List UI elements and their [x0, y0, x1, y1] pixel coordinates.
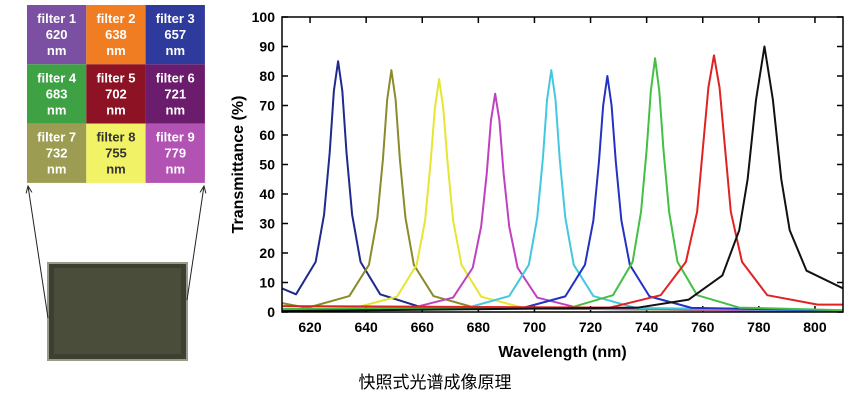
y-tick-label: 70 — [259, 98, 275, 114]
filter-name: filter 4 — [37, 70, 77, 85]
filter-unit: nm — [166, 43, 186, 58]
filter-unit: nm — [106, 162, 126, 177]
filter-unit: nm — [106, 102, 126, 117]
x-tick-label: 720 — [579, 319, 603, 335]
y-tick-label: 40 — [259, 186, 275, 202]
filter-cell — [86, 123, 146, 183]
filter-cell — [145, 123, 205, 183]
series-line — [282, 77, 843, 312]
y-tick-label: 30 — [259, 216, 275, 232]
filter-unit: nm — [166, 162, 186, 177]
filter-unit: nm — [47, 43, 67, 58]
x-tick-label: 700 — [523, 319, 547, 335]
filter-cell — [27, 123, 87, 183]
filter-name: filter 8 — [96, 130, 135, 145]
filter-name: filter 5 — [96, 70, 135, 85]
filter-name: filter 6 — [156, 70, 195, 85]
filter-wavelength: 732 — [46, 146, 68, 161]
y-tick-label: 0 — [267, 304, 275, 320]
filter-cell — [27, 64, 87, 124]
x-tick-label: 680 — [467, 319, 491, 335]
filter-wavelength: 755 — [105, 146, 127, 161]
arrow — [186, 186, 204, 301]
x-tick-label: 640 — [354, 319, 378, 335]
filter-name: filter 9 — [156, 130, 195, 145]
filter-wavelength: 638 — [105, 27, 127, 42]
sensor-surface — [54, 268, 181, 354]
x-tick-label: 740 — [635, 319, 659, 335]
y-axis-label: Transmittance (%) — [230, 96, 247, 234]
y-tick-label: 50 — [259, 157, 275, 173]
filter-wavelength: 683 — [46, 86, 68, 101]
series-line — [282, 69, 843, 312]
filter-unit: nm — [47, 102, 67, 117]
series-line — [282, 54, 843, 309]
x-tick-label: 780 — [747, 319, 771, 335]
x-axis-label: Wavelength (nm) — [498, 344, 626, 361]
arrow — [28, 186, 49, 319]
filter-unit: nm — [166, 102, 186, 117]
series-line — [282, 57, 843, 312]
filter-cell — [145, 5, 205, 65]
x-tick-label: 620 — [298, 319, 322, 335]
series-line — [282, 92, 843, 312]
caption: 快照式光谱成像原理 — [359, 373, 512, 393]
plot-frame — [281, 16, 844, 313]
filter-wavelength: 657 — [164, 27, 186, 42]
filter-name: filter 3 — [156, 11, 195, 26]
filter-wavelength: 721 — [164, 86, 186, 101]
filter-cell — [145, 64, 205, 124]
y-tick-label: 60 — [259, 127, 275, 143]
series-group — [282, 45, 843, 312]
filter-name: filter 2 — [96, 11, 135, 26]
filter-unit: nm — [106, 43, 126, 58]
filter-cell — [86, 64, 146, 124]
filter-wavelength: 702 — [105, 86, 127, 101]
x-tick-label: 760 — [691, 319, 715, 335]
filter-wavelength: 779 — [164, 146, 186, 161]
series-line — [282, 75, 843, 312]
y-tick-label: 90 — [259, 39, 275, 55]
series-line — [282, 69, 843, 312]
series-line — [282, 45, 843, 312]
y-tick-label: 20 — [259, 245, 275, 261]
filter-name: filter 7 — [37, 130, 76, 145]
filter-unit: nm — [47, 162, 67, 177]
filter-cell — [27, 5, 87, 65]
x-tick-label: 800 — [803, 319, 827, 335]
filter-name: filter 1 — [37, 11, 76, 26]
filter-cell — [86, 5, 146, 65]
x-tick-label: 660 — [411, 319, 435, 335]
plot-area: 0 10 20 30 40 50 60 70 80 90 100 620 640 660 680 700 720… — [230, 9, 844, 361]
y-tick-label: 80 — [259, 68, 275, 84]
y-tick-label: 10 — [259, 275, 275, 291]
filter-wavelength: 620 — [46, 27, 68, 42]
y-tick-label: 100 — [252, 9, 276, 25]
series-line — [282, 60, 843, 312]
